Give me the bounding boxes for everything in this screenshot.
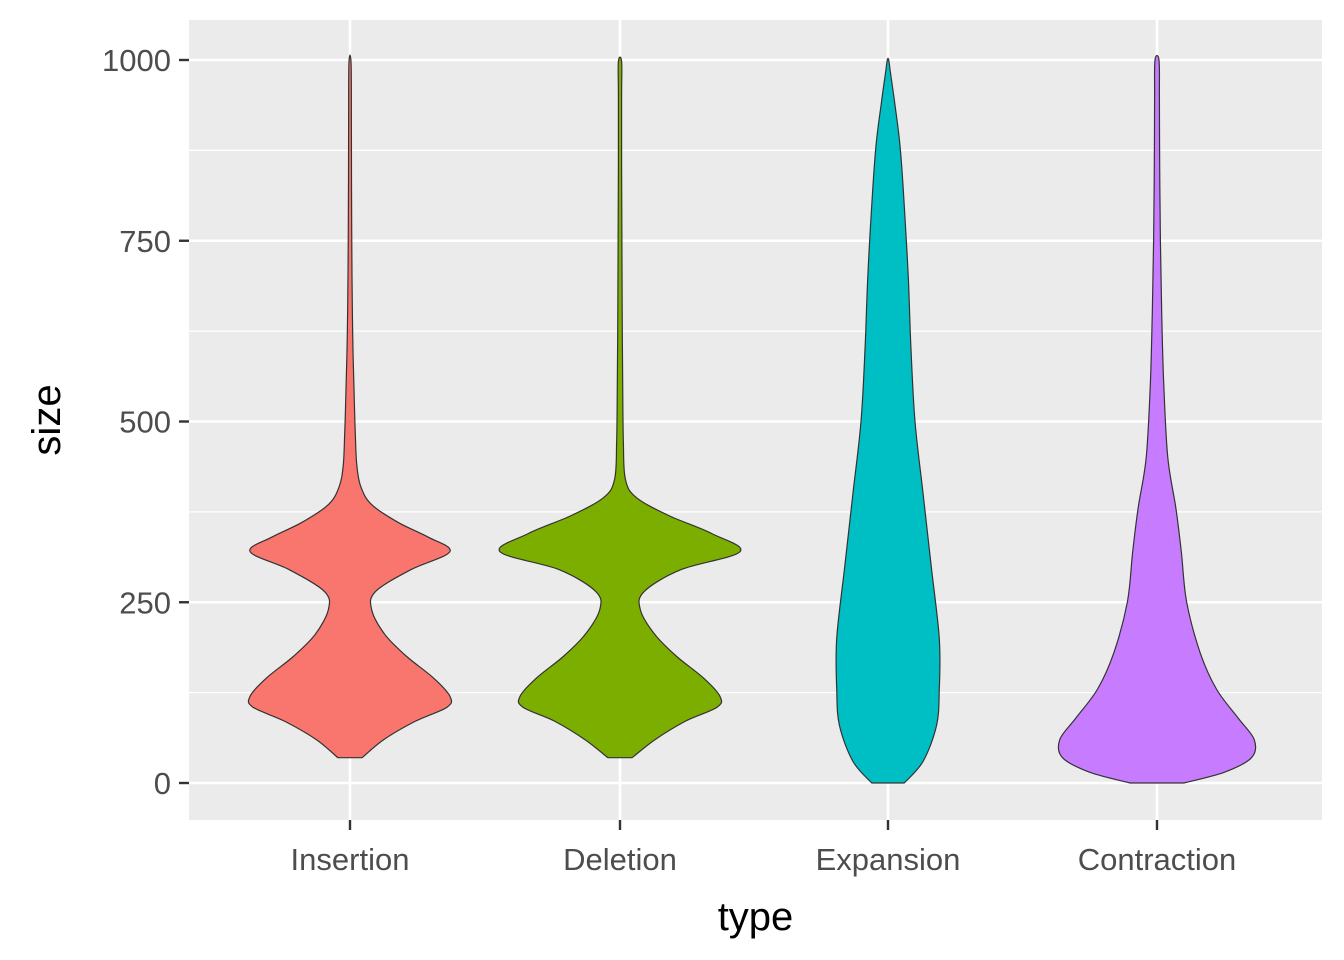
- x-tick-label: Expansion: [816, 842, 961, 877]
- x-axis: Insertion Deletion Expansion Contraction: [291, 820, 1237, 877]
- y-tick-label: 500: [119, 405, 171, 440]
- violin-insertion: [247, 54, 453, 759]
- y-axis-title: size: [25, 384, 69, 455]
- y-tick-label: 750: [119, 224, 171, 259]
- x-tick-label: Contraction: [1078, 842, 1237, 877]
- violin-deletion: [498, 56, 742, 759]
- x-tick-label: Deletion: [563, 842, 677, 877]
- x-tick-label: Insertion: [291, 842, 410, 877]
- violin-expansion: [835, 57, 941, 784]
- y-tick-label: 0: [154, 766, 171, 801]
- y-tick-label: 1000: [102, 43, 171, 78]
- violin-contraction: [1057, 54, 1257, 784]
- y-axis: 0 250 500 750 1000: [102, 43, 189, 801]
- x-axis-title: type: [718, 895, 794, 939]
- y-tick-label: 250: [119, 585, 171, 620]
- violins: [247, 54, 1257, 784]
